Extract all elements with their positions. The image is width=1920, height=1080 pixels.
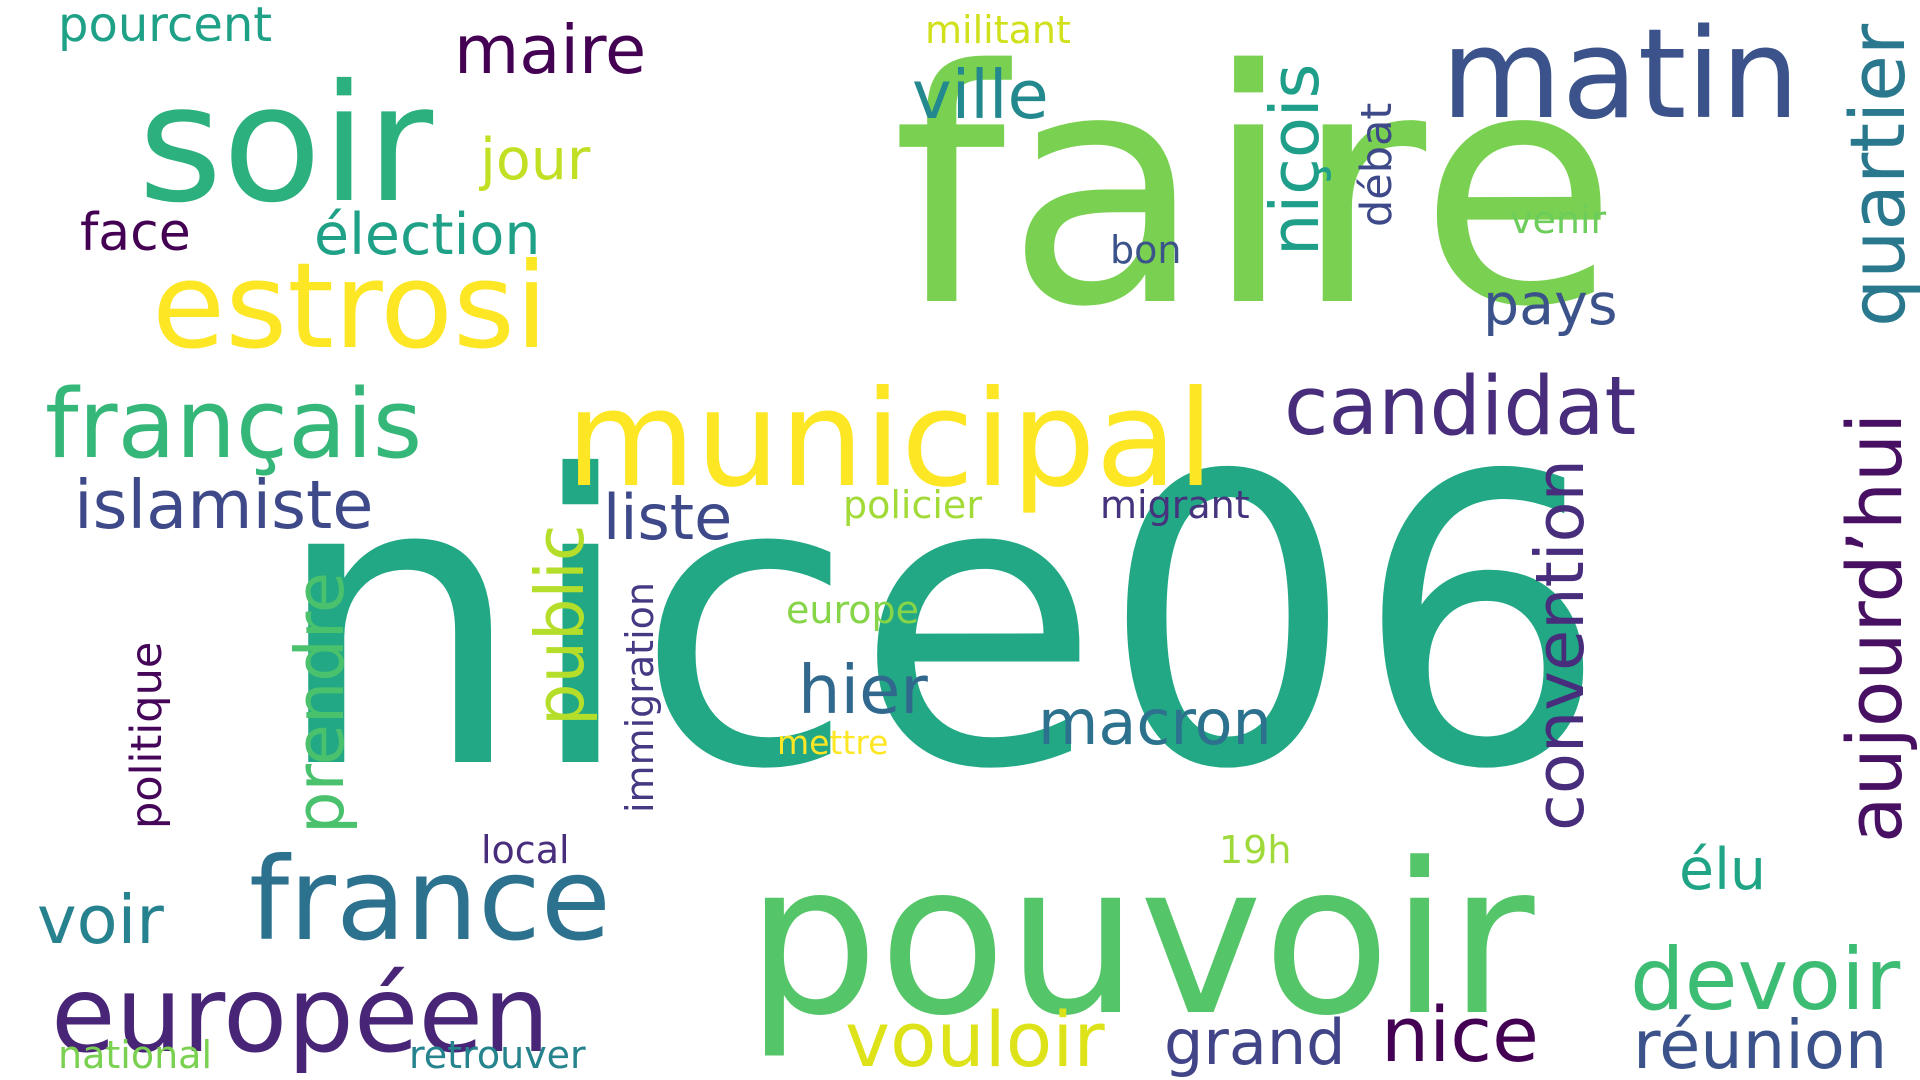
word-maire: maire xyxy=(454,11,647,89)
word-estrosi: estrosi xyxy=(152,238,549,376)
word-politique: politique xyxy=(122,641,172,829)
word-migrant: migrant xyxy=(1100,483,1250,527)
word-devoir: devoir xyxy=(1630,930,1901,1030)
word-aujourdhui: aujourd’hui xyxy=(1830,412,1919,843)
word-europeen: européen xyxy=(51,954,550,1076)
word-candidat: candidat xyxy=(1284,360,1637,454)
word-election: élection xyxy=(314,202,541,268)
word-francais: français xyxy=(45,370,423,480)
word-immigration: immigration xyxy=(618,582,662,813)
word-quartier: quartier xyxy=(1833,23,1920,327)
word-nicois: niçois xyxy=(1256,63,1334,256)
word-reunion: réunion xyxy=(1633,1006,1888,1080)
word-macron: macron xyxy=(1038,686,1272,759)
word-venir: venir xyxy=(1510,198,1607,242)
word-municipal: municipal xyxy=(566,363,1215,517)
word-pouvoir: pouvoir xyxy=(746,819,1535,1062)
word-europe: europe xyxy=(786,588,919,632)
word-nice: nice xyxy=(1381,990,1539,1079)
word-19h: 19h xyxy=(1219,828,1292,872)
word-pays: pays xyxy=(1483,272,1618,338)
word-matin: matin xyxy=(1441,3,1800,147)
word-grand: grand xyxy=(1164,1006,1346,1079)
word-militant: militant xyxy=(925,8,1071,52)
word-voir: voir xyxy=(37,881,164,959)
word-retrouver: retrouver xyxy=(409,1033,586,1077)
word-policier: policier xyxy=(843,483,982,527)
word-vouloir: vouloir xyxy=(845,995,1105,1080)
word-prendre: prendre xyxy=(281,571,359,834)
word-mettre: mettre xyxy=(777,723,889,762)
word-national: national xyxy=(58,1033,213,1077)
word-elu: élu xyxy=(1679,837,1767,903)
word-faire: faire xyxy=(892,2,1618,378)
word-ville: ville xyxy=(912,56,1049,134)
word-france: france xyxy=(249,833,611,966)
word-soir: soir xyxy=(138,51,434,239)
word-convention: convention xyxy=(1521,459,1599,831)
word-local: local xyxy=(481,828,570,872)
word-debat: débat xyxy=(1352,102,1402,227)
word-bon: bon xyxy=(1110,228,1182,272)
word-pourcent: pourcent xyxy=(58,0,273,53)
word-jour: jour xyxy=(480,127,591,193)
word-hier: hier xyxy=(798,651,928,729)
word-public: public xyxy=(521,524,599,726)
word-nice06: nice06 xyxy=(272,393,1609,857)
word-face: face xyxy=(80,203,191,263)
word-islamiste: islamiste xyxy=(74,466,374,544)
word-liste: liste xyxy=(603,481,733,554)
